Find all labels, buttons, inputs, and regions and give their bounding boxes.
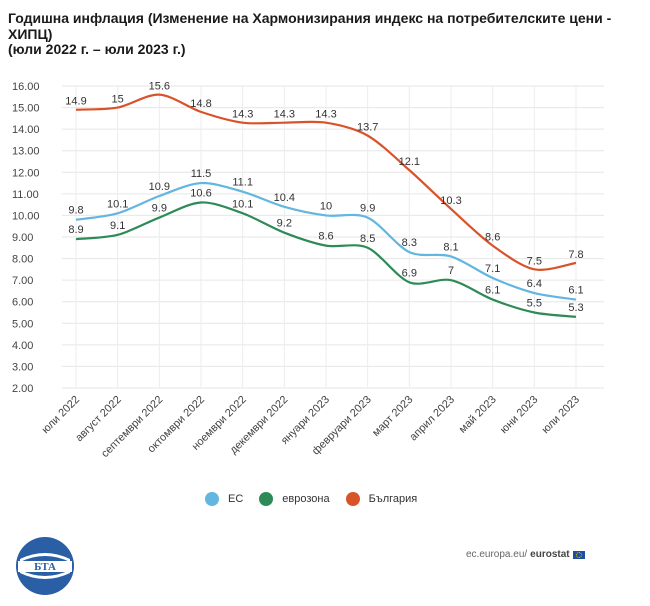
x-tick-label: май 2023	[457, 394, 499, 436]
data-label: 7.1	[485, 263, 500, 275]
data-label: 8.6	[485, 232, 500, 244]
legend-item-eurozone[interactable]: еврозона	[259, 492, 330, 506]
y-tick-label: 2.00	[12, 383, 33, 395]
data-label: 15	[112, 94, 124, 106]
data-label: 9.2	[277, 218, 292, 230]
x-tick-label: юли 2022	[40, 394, 83, 437]
source-credit: ec.europa.eu/eurostat	[466, 549, 585, 560]
data-label: 10.1	[107, 198, 128, 210]
y-tick-label: 16.00	[12, 81, 40, 93]
data-label: 8.1	[443, 241, 458, 253]
chart-subtitle: (юли 2022 г. – юли 2023 г.)	[8, 41, 186, 57]
data-label: 14.8	[190, 98, 211, 110]
data-label: 10.4	[274, 192, 295, 204]
data-label: 6.1	[485, 285, 500, 297]
data-label: 9.1	[110, 220, 125, 232]
legend-dot-eurozone	[259, 492, 274, 506]
data-label: 5.3	[568, 302, 583, 314]
data-label: 15.6	[149, 81, 170, 93]
data-label: 7.5	[527, 255, 542, 267]
source-eurostat: eurostat	[530, 549, 570, 560]
y-tick-label: 14.00	[12, 124, 40, 136]
x-tick-label: март 2023	[370, 394, 415, 439]
data-label: 7.8	[568, 249, 583, 261]
y-tick-label: 4.00	[12, 340, 33, 352]
legend: ЕС еврозона България	[205, 492, 421, 506]
data-label: 9.9	[360, 203, 375, 215]
logo-text: БТА	[34, 561, 56, 573]
data-label: 12.1	[399, 156, 420, 168]
line-chart: 2.00 3.00 4.00 5.00 6.00 7.00 8.00 9.00 10.00 11.…	[12, 81, 604, 460]
y-tick-label: 5.00	[12, 318, 33, 330]
x-tick-label: юни 2023	[498, 394, 540, 436]
chart-title: Годишна инфлация (Изменение на Хармонизи…	[8, 10, 612, 42]
data-label: 8.3	[402, 237, 417, 249]
data-label: 9.8	[68, 205, 83, 217]
data-label: 8.5	[360, 233, 375, 245]
data-label: 9.9	[152, 203, 167, 215]
source-prefix: ec.europa.eu/	[466, 549, 528, 560]
x-tick-label: април 2023	[407, 394, 457, 444]
data-label: 11.1	[232, 177, 253, 189]
data-label: 10	[320, 200, 332, 212]
data-label: 7	[448, 265, 454, 277]
bta-logo: БТА	[16, 537, 74, 595]
y-tick-label: 7.00	[12, 275, 33, 287]
data-label: 10.1	[232, 198, 253, 210]
data-label: 10.9	[149, 181, 170, 193]
legend-label-eurozone: еврозона	[282, 493, 330, 505]
y-tick-label: 11.00	[12, 189, 39, 201]
y-tick-label: 8.00	[12, 254, 33, 266]
y-tick-label: 6.00	[12, 297, 33, 309]
data-label: 13.7	[357, 122, 378, 134]
legend-item-eu[interactable]: ЕС	[205, 492, 243, 506]
y-tick-label: 10.00	[12, 210, 40, 222]
eu-flag-icon	[572, 550, 585, 559]
legend-dot-bulgaria	[345, 492, 360, 506]
data-label: 8.9	[68, 224, 83, 236]
data-label: 14.9	[65, 96, 86, 108]
data-label: 10.6	[190, 187, 211, 199]
data-label: 14.3	[232, 109, 253, 121]
y-tick-label: 15.00	[12, 103, 40, 115]
data-label: 6.4	[527, 278, 542, 290]
y-tick-label: 12.00	[12, 167, 40, 179]
data-label: 6.1	[568, 285, 583, 297]
data-label: 8.6	[318, 231, 333, 243]
legend-dot-eu	[205, 492, 219, 506]
data-label: 14.3	[315, 109, 336, 121]
series-line-2	[75, 93, 577, 271]
legend-item-bulgaria[interactable]: България	[345, 492, 418, 506]
legend-label-bulgaria: България	[368, 493, 418, 505]
data-label: 6.9	[402, 267, 417, 279]
y-tick-label: 9.00	[12, 232, 33, 244]
x-tick-label: юли 2023	[540, 394, 583, 437]
series-line-0	[75, 181, 577, 301]
y-tick-label: 13.00	[12, 146, 40, 158]
data-label: 10.3	[440, 195, 461, 207]
legend-label-eu: ЕС	[228, 493, 244, 505]
y-tick-label: 3.00	[12, 361, 33, 373]
series-line-1	[75, 201, 577, 318]
data-label: 11.5	[191, 168, 212, 180]
data-label: 14.3	[274, 109, 295, 121]
data-label: 5.5	[527, 298, 542, 310]
